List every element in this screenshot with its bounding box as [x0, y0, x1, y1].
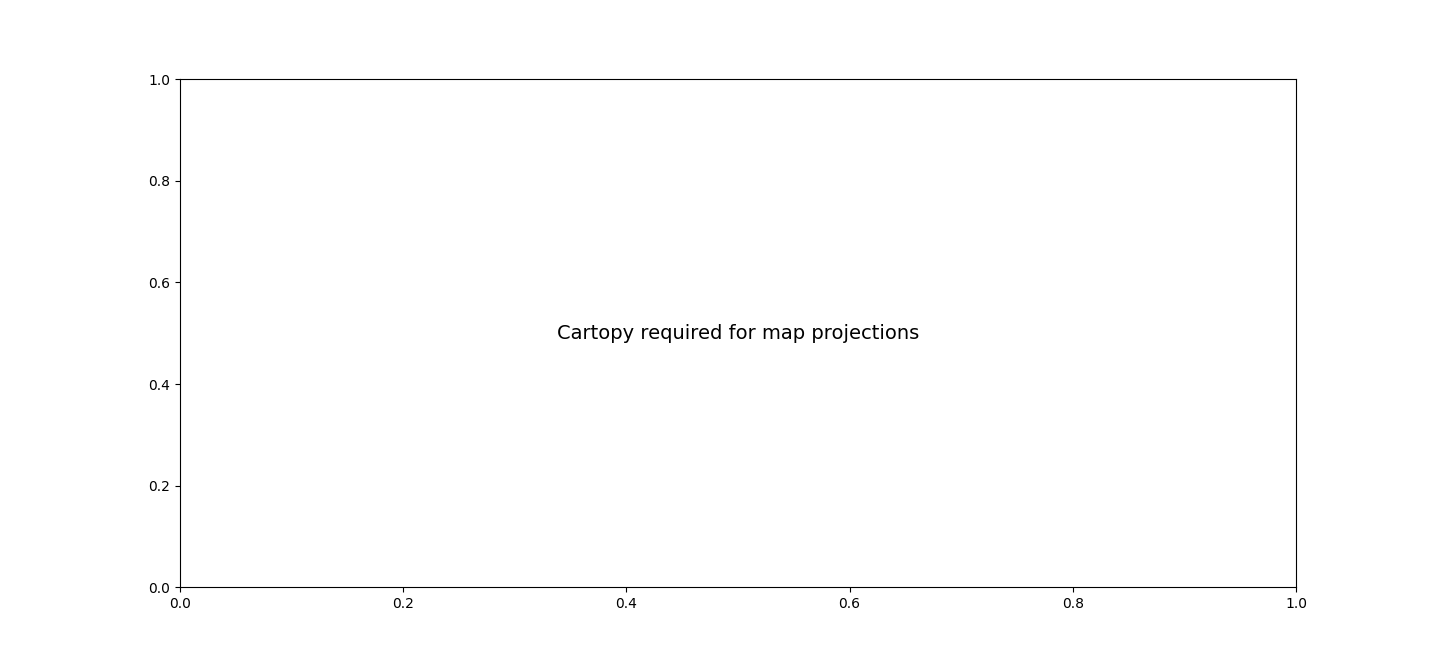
Text: Cartopy required for map projections: Cartopy required for map projections [557, 324, 919, 343]
